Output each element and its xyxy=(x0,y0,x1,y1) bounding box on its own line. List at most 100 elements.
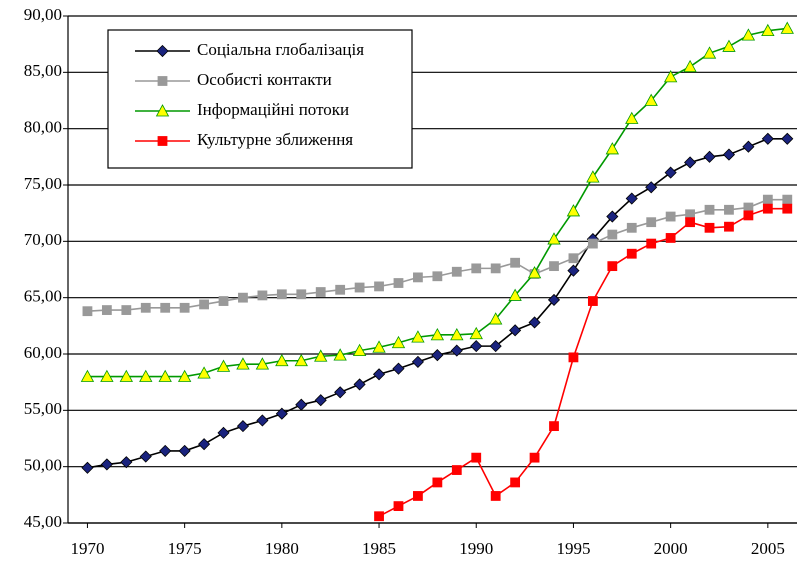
marker xyxy=(743,210,754,221)
x-tick-label: 2005 xyxy=(751,539,785,558)
marker xyxy=(450,328,464,341)
marker xyxy=(393,278,404,288)
marker xyxy=(314,349,328,362)
marker xyxy=(722,148,736,161)
marker xyxy=(471,263,482,274)
marker xyxy=(646,217,657,228)
legend: Соціальна глобалізація Особисті контакти І… xyxy=(107,29,413,169)
legend-label: Соціальна глобалізація xyxy=(197,40,364,59)
marker xyxy=(489,312,503,325)
marker xyxy=(294,353,308,367)
marker xyxy=(155,104,170,117)
series xyxy=(374,203,793,522)
marker xyxy=(782,194,793,205)
marker xyxy=(566,204,581,217)
marker xyxy=(217,426,230,439)
marker xyxy=(199,299,209,310)
marker xyxy=(547,293,561,306)
marker xyxy=(178,444,191,457)
marker xyxy=(528,316,541,329)
marker xyxy=(315,287,326,297)
marker xyxy=(605,142,619,155)
marker xyxy=(411,330,425,343)
marker xyxy=(275,353,289,367)
marker xyxy=(158,369,172,382)
marker xyxy=(333,348,347,361)
marker xyxy=(121,305,132,315)
marker xyxy=(762,203,773,214)
marker xyxy=(413,272,423,283)
marker xyxy=(490,263,501,274)
y-tick-label: 65,00 xyxy=(24,287,62,306)
marker xyxy=(179,302,190,313)
marker xyxy=(392,362,405,375)
series-line xyxy=(378,207,788,517)
marker xyxy=(722,39,736,52)
marker xyxy=(139,369,153,382)
marker xyxy=(256,414,269,427)
marker xyxy=(236,357,250,370)
marker xyxy=(703,150,716,163)
series xyxy=(82,194,793,317)
y-tick-label: 75,00 xyxy=(24,174,62,193)
marker xyxy=(607,229,618,240)
marker xyxy=(257,290,268,301)
x-tick-label: 1975 xyxy=(168,539,202,558)
marker xyxy=(664,166,677,179)
marker xyxy=(296,289,307,300)
y-tick-label: 70,00 xyxy=(24,230,62,249)
marker xyxy=(761,132,774,145)
marker xyxy=(508,288,522,301)
marker xyxy=(335,284,346,295)
marker xyxy=(432,477,443,488)
marker xyxy=(374,511,384,522)
marker xyxy=(549,261,559,272)
y-tick-label: 80,00 xyxy=(24,118,62,137)
series xyxy=(81,132,794,474)
marker xyxy=(587,296,598,306)
marker xyxy=(157,76,168,86)
marker xyxy=(432,271,443,282)
marker xyxy=(120,456,133,469)
marker xyxy=(741,28,756,41)
marker xyxy=(625,192,638,205)
marker xyxy=(275,407,288,420)
series-line xyxy=(87,138,788,469)
y-tick-label: 85,00 xyxy=(24,61,62,80)
marker xyxy=(236,420,250,433)
marker xyxy=(255,357,270,370)
marker xyxy=(451,266,462,277)
x-tick-label: 1990 xyxy=(459,539,493,558)
marker xyxy=(626,248,637,259)
marker xyxy=(782,203,793,214)
marker xyxy=(372,340,386,353)
marker xyxy=(156,44,169,58)
y-tick-label: 90,00 xyxy=(24,5,62,24)
marker xyxy=(665,211,676,222)
marker xyxy=(567,264,580,277)
marker xyxy=(781,132,794,145)
marker xyxy=(724,221,734,232)
marker xyxy=(100,369,114,382)
marker xyxy=(374,281,384,292)
x-tick-label: 2000 xyxy=(654,539,688,558)
marker xyxy=(450,344,463,357)
marker xyxy=(547,232,561,245)
marker xyxy=(159,444,172,457)
marker xyxy=(684,156,697,169)
marker xyxy=(626,222,637,233)
marker xyxy=(742,140,755,153)
marker xyxy=(160,302,171,313)
y-tick-label: 45,00 xyxy=(24,512,62,531)
marker xyxy=(469,326,483,340)
marker xyxy=(100,458,113,471)
marker xyxy=(216,359,231,372)
marker xyxy=(177,369,192,382)
marker xyxy=(276,289,287,300)
marker xyxy=(411,355,424,368)
marker xyxy=(82,306,93,317)
marker xyxy=(646,238,657,249)
marker xyxy=(780,21,794,34)
marker xyxy=(724,204,734,215)
marker xyxy=(430,328,445,341)
